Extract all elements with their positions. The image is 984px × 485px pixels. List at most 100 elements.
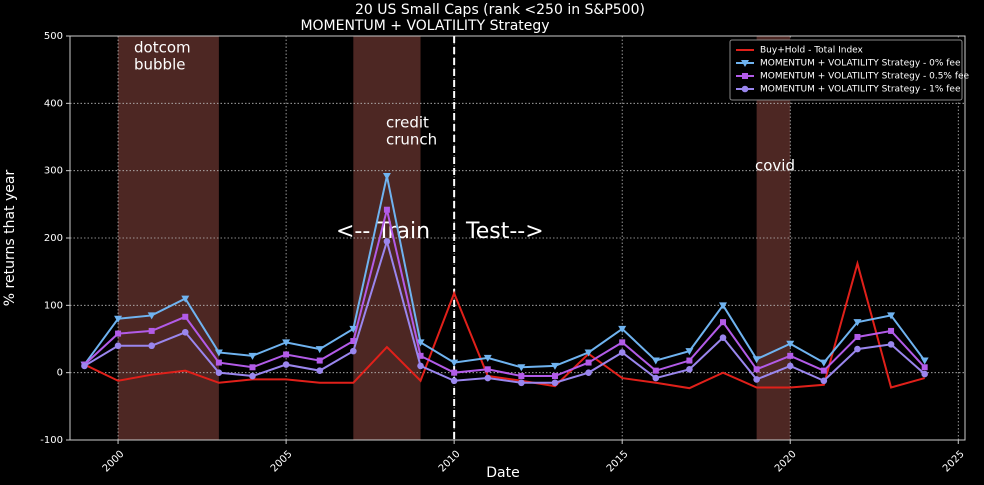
marker <box>921 370 928 378</box>
marker <box>350 338 357 345</box>
chart-title: 20 US Small Caps (rank <250 in S&P500) <box>355 2 645 18</box>
marker <box>652 367 659 374</box>
annotation: crunch <box>386 131 437 149</box>
marker <box>518 379 525 387</box>
y-tick-label: 200 <box>44 233 63 244</box>
marker <box>484 374 492 382</box>
marker <box>518 373 525 380</box>
annotation: dotcom <box>134 39 191 57</box>
marker <box>114 315 123 323</box>
marker <box>741 60 749 67</box>
marker <box>584 349 593 357</box>
marker <box>787 352 794 359</box>
plot-frame <box>69 35 966 441</box>
marker <box>651 357 660 365</box>
marker <box>147 312 156 320</box>
marker <box>81 362 88 370</box>
marker <box>282 339 291 347</box>
y-tick-label: 400 <box>44 98 63 109</box>
marker <box>585 359 592 366</box>
marker <box>349 325 358 333</box>
marker <box>148 327 155 334</box>
marker <box>450 377 458 385</box>
marker <box>551 373 558 380</box>
marker <box>618 349 626 356</box>
marker <box>686 366 693 373</box>
legend-label: Buy+Hold - Total Index <box>760 46 864 56</box>
marker <box>887 312 896 320</box>
marker <box>619 339 626 346</box>
y-tick-label: 0 <box>57 368 63 379</box>
marker <box>719 302 728 310</box>
marker <box>416 339 425 347</box>
marker <box>316 357 323 364</box>
chart-subtitle: MOMENTUM + VOLATILITY Strategy <box>300 18 549 34</box>
marker <box>182 313 189 320</box>
marker <box>819 359 828 367</box>
marker <box>752 356 761 364</box>
marker <box>786 362 794 370</box>
marker <box>786 340 795 348</box>
annotation: bubble <box>134 56 185 74</box>
marker <box>383 206 390 213</box>
marker <box>181 328 189 336</box>
y-tick-label: 300 <box>44 166 63 177</box>
y-tick-label: -100 <box>40 435 63 446</box>
marker <box>820 367 827 374</box>
y-axis-label: % returns that year <box>2 170 18 307</box>
marker <box>417 362 424 370</box>
marker <box>383 238 391 245</box>
marker <box>181 295 190 303</box>
marker <box>315 346 324 354</box>
marker <box>215 369 223 376</box>
marker <box>483 354 492 362</box>
marker <box>888 327 895 334</box>
y-tick-label: 500 <box>44 31 63 42</box>
series-line <box>83 237 926 384</box>
marker <box>450 359 459 367</box>
marker <box>753 366 760 373</box>
marker <box>517 364 526 372</box>
marker <box>148 342 155 350</box>
y-tick-label: 100 <box>44 300 63 311</box>
marker <box>382 173 391 181</box>
marker <box>115 330 122 337</box>
marker <box>451 369 458 376</box>
marker <box>920 357 929 365</box>
marker <box>820 377 828 385</box>
marker <box>215 359 222 366</box>
marker <box>248 352 257 360</box>
legend-label: MOMENTUM + VOLATILITY Strategy - 1% fee <box>760 85 961 95</box>
annotation: covid <box>755 157 795 175</box>
annotation: credit <box>386 114 429 132</box>
marker <box>720 319 727 326</box>
marker <box>484 366 491 373</box>
x-axis-label: Date <box>486 465 519 481</box>
annotation: Test--> <box>465 219 544 244</box>
legend-label: MOMENTUM + VOLATILITY Strategy - 0% fee <box>760 59 961 69</box>
marker <box>742 73 748 79</box>
marker <box>618 325 627 333</box>
marker <box>719 334 727 341</box>
marker <box>854 333 861 340</box>
marker <box>652 374 660 382</box>
marker <box>853 319 862 327</box>
marker <box>685 348 694 356</box>
series-line <box>83 175 926 369</box>
legend-box <box>729 39 963 101</box>
marker <box>282 361 290 368</box>
legend-label: MOMENTUM + VOLATILITY Strategy - 0.5% fe… <box>760 72 970 82</box>
marker <box>741 85 749 93</box>
marker <box>283 351 290 358</box>
marker <box>316 367 324 374</box>
marker <box>249 372 256 380</box>
marker <box>350 347 357 355</box>
marker <box>417 352 424 359</box>
marker <box>686 357 693 364</box>
legend: Buy+Hold - Total Index MOMENTUM + VOLATIL… <box>729 39 970 101</box>
marker <box>753 376 760 383</box>
marker <box>249 364 256 371</box>
marker <box>887 341 895 348</box>
marker <box>551 379 559 387</box>
